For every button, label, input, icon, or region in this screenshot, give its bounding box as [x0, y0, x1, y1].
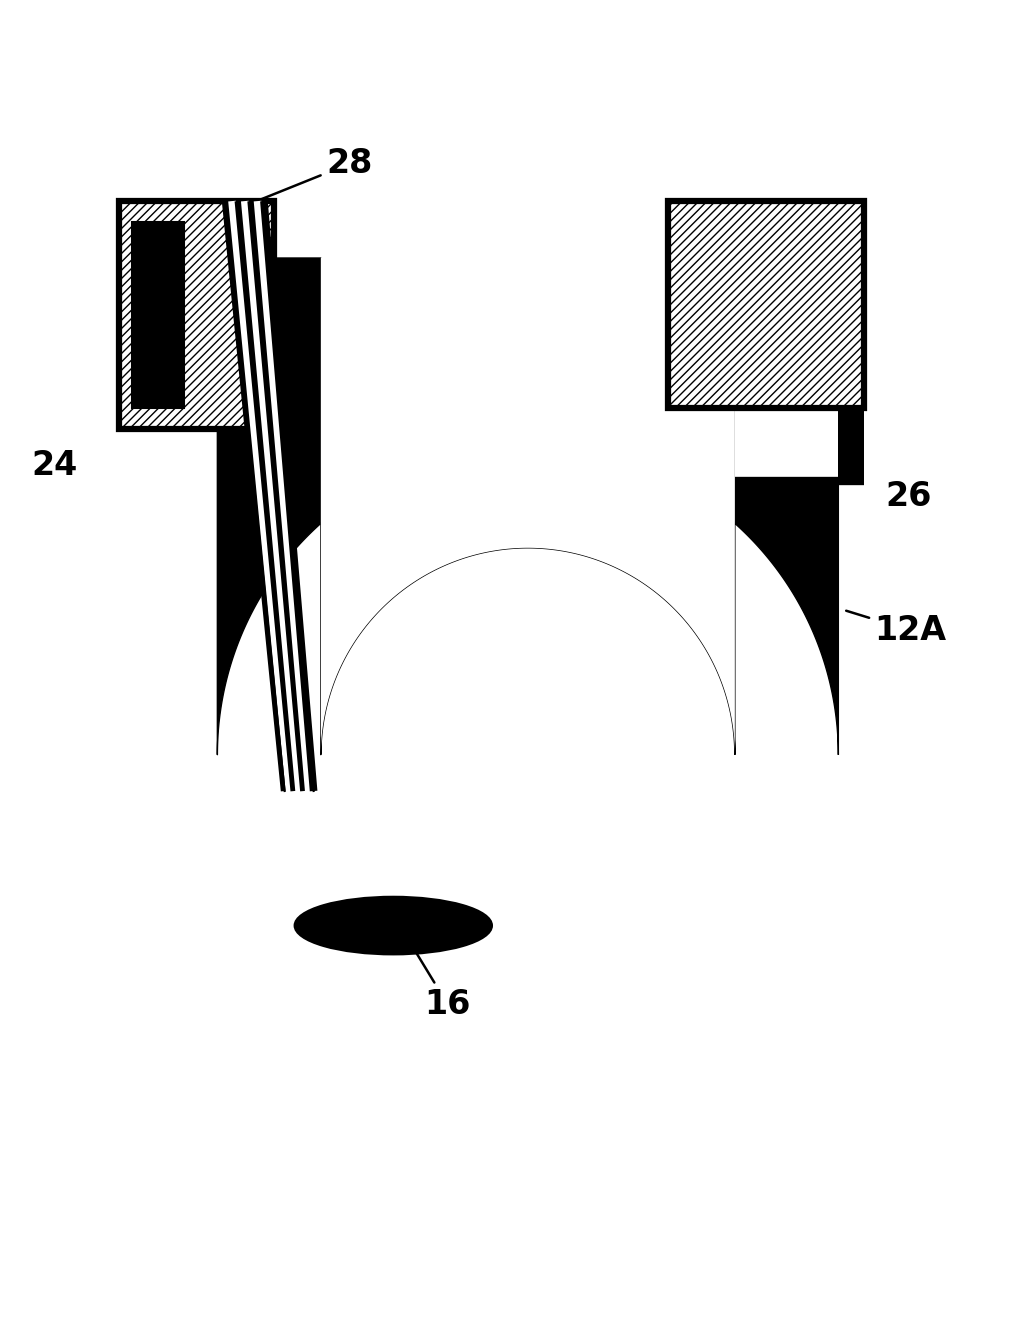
- Polygon shape: [838, 409, 864, 481]
- Polygon shape: [735, 409, 838, 481]
- Bar: [132, 222, 184, 409]
- Bar: [119, 202, 274, 429]
- Bar: [668, 202, 864, 409]
- Text: 24: 24: [31, 449, 78, 482]
- Polygon shape: [321, 258, 735, 755]
- Ellipse shape: [295, 896, 492, 954]
- Text: 26: 26: [885, 480, 932, 512]
- Text: 12A: 12A: [847, 610, 947, 646]
- Bar: [668, 202, 864, 409]
- Bar: [668, 202, 864, 409]
- Bar: [119, 202, 274, 429]
- Bar: [119, 202, 274, 429]
- Text: 16: 16: [400, 926, 471, 1020]
- Text: 28: 28: [259, 148, 373, 200]
- Polygon shape: [217, 258, 838, 755]
